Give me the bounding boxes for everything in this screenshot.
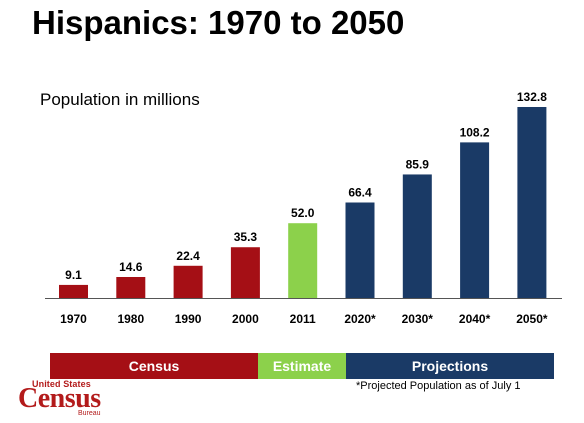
x-tick-label-1980: 1980: [117, 312, 144, 326]
value-label-2040*: 108.2: [460, 125, 490, 139]
legend-projections-label: Projections: [411, 358, 489, 374]
bar-2011: [288, 223, 318, 298]
value-label-2011: 52.0: [291, 206, 315, 220]
value-label-1970: 9.1: [65, 268, 82, 282]
logo-bottom-text: Bureau: [78, 410, 101, 417]
bar-2030*: [402, 174, 432, 298]
x-tick-label-2000: 2000: [232, 312, 259, 326]
x-tick-label-2050*: 2050*: [516, 312, 548, 326]
bar-2050*: [517, 107, 547, 298]
bar-2000: [230, 247, 260, 298]
legend-census: Census: [50, 353, 258, 379]
x-tick-label-2040*: 2040*: [459, 312, 491, 326]
bar-2020*: [345, 202, 375, 298]
value-label-2030*: 85.9: [406, 157, 430, 171]
logo-top-text: United States: [32, 379, 91, 389]
x-tick-label-2030*: 2030*: [402, 312, 434, 326]
x-tick-label-1970: 1970: [60, 312, 87, 326]
value-label-1980: 14.6: [119, 260, 143, 274]
x-tick-label-2020*: 2020*: [344, 312, 376, 326]
x-tick-label-1990: 1990: [175, 312, 202, 326]
value-label-1990: 22.4: [176, 249, 200, 263]
bar-chart: 9.1 1970 14.6 1980 22.4 1990 35.3 2000 52.0 2011 6…: [45, 90, 562, 326]
value-label-2020*: 66.4: [348, 186, 372, 200]
legend-projections: Projections: [346, 353, 554, 379]
chart-title: Hispanics: 1970 to 2050: [32, 4, 405, 41]
chart-subtitle: Population in millions: [40, 90, 200, 109]
legend-census-label: Census: [128, 358, 180, 374]
bar-1970: [59, 284, 88, 298]
x-tick-label-2011: 2011: [290, 312, 316, 326]
bar-1980: [116, 277, 146, 298]
value-label-2050*: 132.8: [517, 90, 547, 104]
footnote: *Projected Population as of July 1: [356, 380, 521, 392]
census-bureau-logo: United States Census Bureau: [18, 379, 128, 419]
bar-2040*: [460, 142, 490, 298]
bar-1990: [173, 265, 203, 298]
legend-estimate-label: Estimate: [272, 358, 332, 374]
logo-main-text: Census: [18, 383, 101, 414]
legend-estimate: Estimate: [258, 353, 346, 379]
value-label-2000: 35.3: [234, 230, 258, 244]
